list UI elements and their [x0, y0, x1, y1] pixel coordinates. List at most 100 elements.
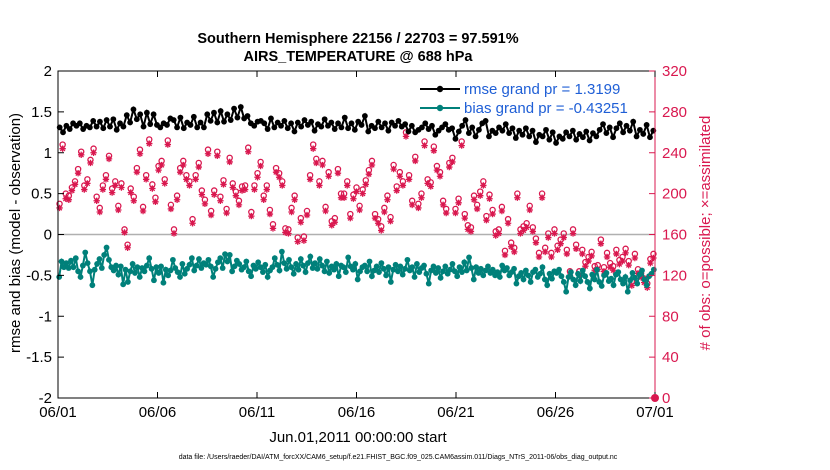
- obs-assimilated-point: [198, 191, 206, 198]
- rmse-point: [502, 121, 509, 128]
- y-tick-label-right: 120: [662, 267, 687, 284]
- rmse-point: [217, 108, 224, 114]
- obs-assimilated-point: [356, 206, 363, 214]
- obs-assimilated-point: [229, 184, 236, 191]
- y-tick-label-left: -0.5: [26, 267, 52, 284]
- bias-point: [425, 280, 432, 287]
- bias-point: [586, 285, 593, 292]
- bias-point: [186, 261, 193, 268]
- bias-point: [177, 274, 183, 280]
- obs-assimilated-point: [87, 159, 94, 167]
- bias-point: [572, 282, 579, 289]
- legend-rmse-marker: [436, 85, 444, 93]
- bias-point: [212, 265, 219, 272]
- obs-assimilated-point: [467, 228, 475, 235]
- rmse-point: [606, 124, 613, 131]
- bias-point: [132, 270, 138, 276]
- y-tick-label-right: 160: [662, 227, 687, 244]
- rmse-point: [579, 134, 586, 141]
- rmse-point: [499, 127, 506, 134]
- legend-bias-marker: [436, 104, 444, 112]
- rmse-point: [291, 128, 298, 135]
- rmse-point: [385, 127, 392, 134]
- bias-point: [643, 282, 650, 289]
- obs-assimilated-point: [610, 267, 617, 274]
- obs-assimilated-point: [74, 169, 82, 177]
- y-tick-label-right: 200: [662, 186, 687, 203]
- bias-point: [582, 273, 589, 280]
- rmse-point: [271, 124, 278, 131]
- chart-title-line-2: AIRS_TEMPERATURE @ 688 hPa: [243, 49, 473, 65]
- obs-assimilated-point: [517, 230, 524, 237]
- obs-assimilated-point: [585, 257, 592, 265]
- obs-assimilated-point: [526, 206, 533, 214]
- bias-point: [525, 272, 532, 279]
- bias-point: [179, 261, 186, 267]
- obs-assimilated-point: [647, 259, 654, 267]
- bias-point: [575, 270, 581, 277]
- bias-point: [442, 263, 449, 270]
- bias-point: [385, 264, 392, 271]
- bias-point: [456, 264, 463, 271]
- obs-assimilated-point: [535, 253, 543, 261]
- bias-point: [58, 258, 65, 265]
- bias-point: [243, 258, 250, 265]
- rmse-point: [526, 133, 533, 140]
- obs-assimilated-point: [65, 196, 73, 203]
- obs-assimilated-point: [300, 237, 308, 244]
- rmse-point: [113, 126, 120, 133]
- bias-point: [451, 268, 458, 275]
- obs-assimilated-point: [418, 194, 425, 201]
- bias-point: [117, 263, 124, 270]
- rmse-point: [133, 116, 140, 123]
- rmse-point: [341, 114, 348, 121]
- bias-point: [489, 266, 496, 273]
- bias-point: [113, 262, 119, 269]
- obs-assimilated-point: [189, 220, 196, 227]
- bias-point: [316, 256, 323, 262]
- rmse-point: [130, 106, 137, 113]
- obs-assimilated-point: [597, 240, 605, 247]
- obs-assimilated-point: [127, 189, 134, 196]
- obs-assimilated-point: [105, 155, 113, 163]
- rmse-point: [492, 130, 499, 137]
- bias-point: [591, 276, 598, 283]
- rmse-point: [311, 127, 318, 134]
- obs-assimilated-point: [130, 197, 137, 204]
- bias-point: [650, 266, 657, 273]
- bias-point: [314, 265, 321, 272]
- bias-point: [546, 270, 553, 277]
- bias-point: [98, 265, 105, 271]
- obs-assimilated-point: [498, 207, 506, 215]
- rmse-point: [442, 121, 449, 128]
- rmse-point: [294, 119, 301, 126]
- bias-point: [260, 269, 266, 276]
- bias-point: [312, 260, 318, 267]
- obs-assimilated-point: [251, 186, 258, 193]
- obs-assimilated-point: [622, 249, 629, 257]
- bias-point: [222, 251, 228, 258]
- obs-assimilated-point: [93, 197, 100, 204]
- obs-assimilated-point: [514, 194, 521, 201]
- bias-point: [229, 268, 236, 275]
- rmse-point: [563, 129, 570, 136]
- obs-assimilated-point: [275, 174, 283, 181]
- x-tick-label: 06/26: [537, 404, 575, 421]
- rmse-point: [261, 120, 268, 127]
- obs-assimilated-point: [408, 201, 416, 209]
- bias-point: [342, 269, 349, 276]
- bias-point: [155, 270, 162, 276]
- obs-assimilated-point: [362, 181, 369, 188]
- bias-point: [124, 279, 131, 285]
- rmse-point: [231, 105, 237, 112]
- rmse-point: [251, 122, 258, 129]
- obs-assimilated-point: [241, 186, 249, 193]
- obs-assimilated-point: [405, 176, 413, 183]
- rmse-point: [187, 122, 194, 128]
- bias-point: [430, 263, 437, 270]
- obs-assimilated-point: [319, 161, 326, 169]
- rmse-point: [93, 123, 100, 130]
- rmse-point: [506, 130, 513, 137]
- obs-assimilated-point: [483, 216, 490, 224]
- obs-assimilated-point: [603, 253, 611, 261]
